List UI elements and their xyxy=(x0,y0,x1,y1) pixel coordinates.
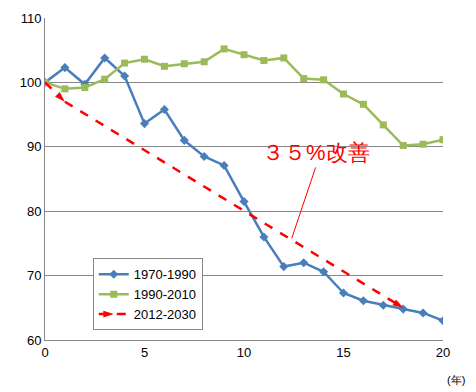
svg-text:1990-2010: 1990-2010 xyxy=(134,287,196,302)
svg-text:0: 0 xyxy=(41,345,48,360)
svg-text:5: 5 xyxy=(141,345,148,360)
svg-text:70: 70 xyxy=(27,268,41,283)
svg-text:15: 15 xyxy=(336,345,350,360)
svg-text:(年): (年) xyxy=(447,374,465,386)
svg-text:100: 100 xyxy=(20,75,42,90)
svg-text:３５%改善: ３５%改善 xyxy=(262,140,370,165)
svg-text:110: 110 xyxy=(21,11,42,26)
svg-text:80: 80 xyxy=(27,204,41,219)
svg-text:2012-2030: 2012-2030 xyxy=(134,307,196,322)
svg-text:60: 60 xyxy=(27,333,41,348)
svg-text:90: 90 xyxy=(27,139,41,154)
svg-text:10: 10 xyxy=(237,345,251,360)
svg-text:20: 20 xyxy=(436,345,450,360)
svg-text:1970-1990: 1970-1990 xyxy=(134,267,196,282)
